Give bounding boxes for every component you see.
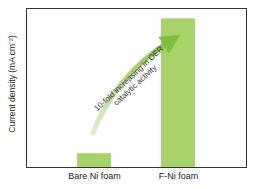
html-text:Current density (mA cm⁻²): Current density (mA cm⁻²) — [6, 35, 17, 133]
html-text:10-fold increasing in OER cata: 10-fold increasing in OER catalytic acti… — [92, 44, 166, 114]
svg-text:F-Ni foam: F-Ni foam — [159, 171, 199, 181]
svg-text:Bare Ni foam: Bare Ni foam — [68, 171, 121, 181]
